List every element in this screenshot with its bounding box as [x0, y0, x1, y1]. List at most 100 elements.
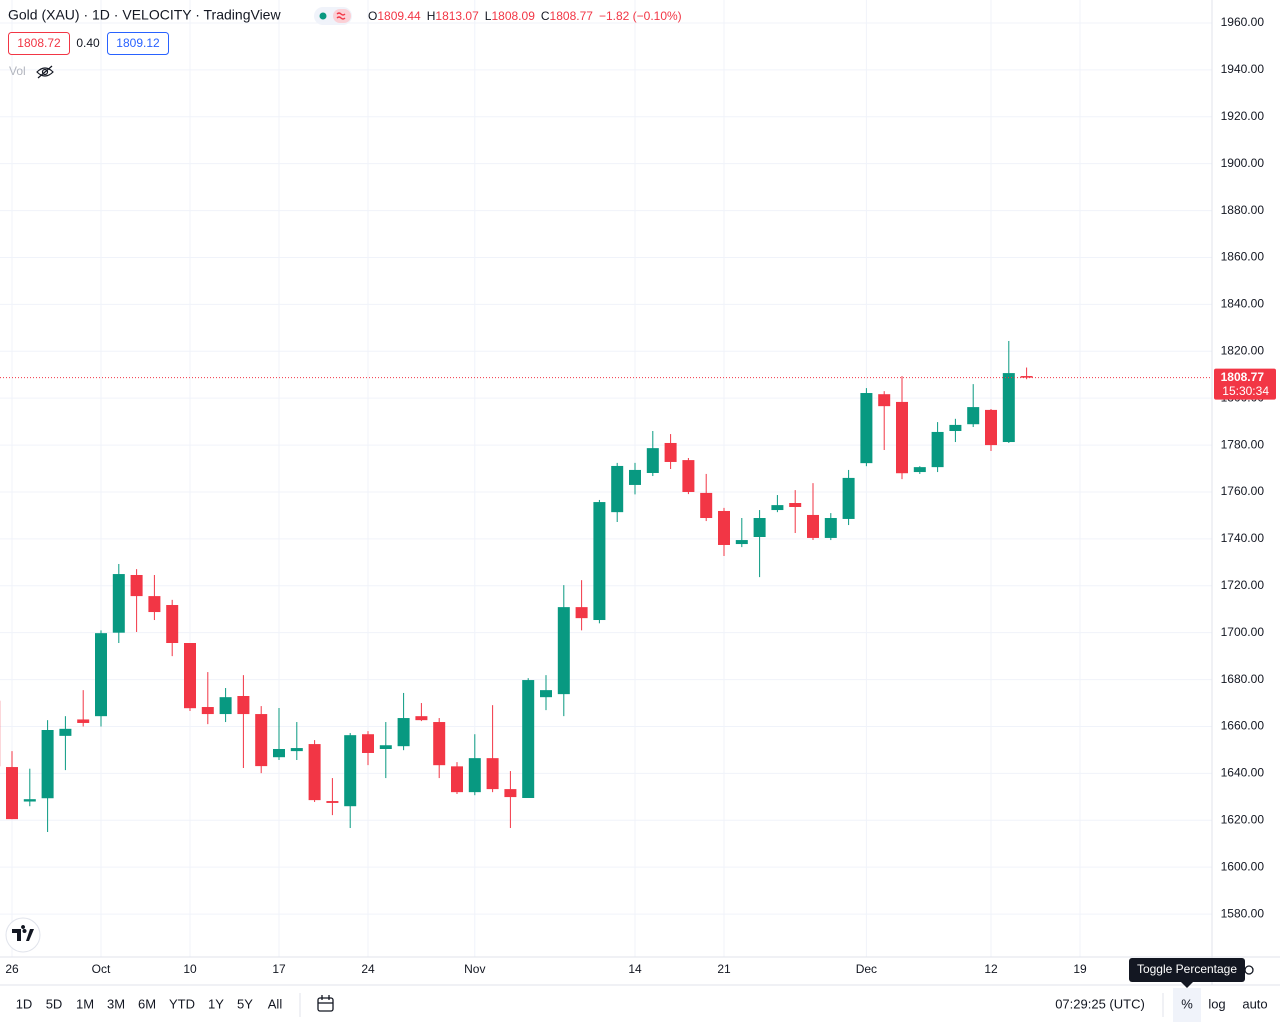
candle-body [201, 707, 214, 715]
clock[interactable]: 07:29:25 (UTC) [1055, 996, 1145, 1011]
y-tick-label: 1900.00 [1221, 156, 1265, 170]
candle-body [593, 502, 606, 621]
candle-body [326, 801, 339, 803]
range-button[interactable]: 1D [16, 996, 33, 1011]
low-value: 1808.09 [491, 9, 535, 23]
candle-body [931, 431, 944, 468]
y-tick-label: 1720.00 [1221, 578, 1265, 592]
candle-body [112, 574, 125, 633]
bid-price[interactable]: 1808.72 [17, 36, 61, 50]
range-button[interactable]: YTD [169, 996, 195, 1011]
open-label: O [368, 9, 377, 23]
range-button[interactable]: 5Y [237, 996, 253, 1011]
candle-body [824, 518, 837, 538]
market-open-dot [319, 12, 327, 20]
x-tick-label: Oct [92, 962, 111, 976]
candle-body [664, 442, 677, 462]
price-axis: 1580.00 1600.00 1620.00 1640.00 1660.00 1680.… [1214, 15, 1276, 920]
candle-body [344, 735, 357, 807]
close-value: 1808.77 [550, 9, 594, 23]
x-tick-label: 26 [5, 962, 19, 976]
candle-body [379, 745, 392, 749]
candle-body [913, 467, 926, 473]
candle-body [273, 748, 285, 758]
y-tick-label: 1960.00 [1221, 15, 1265, 29]
range-button[interactable]: 6M [138, 996, 156, 1011]
y-tick-label: 1880.00 [1221, 203, 1265, 217]
percent-button[interactable]: % [1181, 996, 1193, 1011]
y-tick-label: 1860.00 [1221, 250, 1265, 264]
low-label: L [485, 9, 492, 23]
candle-body [468, 758, 481, 793]
y-tick-label: 1640.00 [1221, 766, 1265, 780]
range-button[interactable]: All [268, 996, 283, 1011]
symbol-title: Gold (XAU) · 1D · VELOCITY · TradingView [8, 7, 281, 23]
x-tick-label: 17 [272, 962, 286, 976]
y-tick-label: 1940.00 [1221, 62, 1265, 76]
candle-body [362, 734, 374, 753]
candle-body [6, 767, 18, 820]
ask-price[interactable]: 1809.12 [116, 36, 160, 50]
y-tick-label: 1840.00 [1221, 297, 1265, 311]
hide-volume-icon[interactable] [36, 65, 54, 79]
candle-body [700, 492, 713, 519]
y-tick-label: 1660.00 [1221, 719, 1265, 733]
tooltip-arrow [1181, 982, 1193, 988]
ohlc-legend: O1809.44 H1813.07 L1808.09 C1808.77 −1.82 (−… [368, 9, 682, 23]
high-label: H [427, 9, 436, 23]
date-range-icon[interactable] [317, 995, 334, 1012]
candle-body [985, 409, 997, 446]
delayed-badge [333, 9, 351, 23]
settings-icon[interactable] [1244, 965, 1254, 975]
candle-body [77, 719, 90, 723]
candle-body [415, 716, 428, 721]
candle-body [308, 744, 321, 801]
candle-body [397, 718, 410, 747]
y-tick-label: 1760.00 [1221, 484, 1265, 498]
x-tick-label: Nov [464, 962, 485, 976]
candle-body [166, 605, 179, 644]
last-price-tag [1214, 368, 1276, 400]
x-tick-label: 24 [361, 962, 375, 976]
close-label: C [541, 9, 550, 23]
x-tick-label: 21 [717, 962, 731, 976]
y-tick-label: 1740.00 [1221, 531, 1265, 545]
x-tick-label: 10 [183, 962, 197, 976]
auto-button[interactable]: auto [1242, 996, 1267, 1011]
sell-box[interactable] [8, 32, 70, 55]
y-tick-label: 1820.00 [1221, 343, 1265, 357]
candle-body [967, 407, 980, 425]
candle-body [184, 643, 196, 709]
tv-logo[interactable] [5, 917, 41, 953]
candle-body [59, 728, 72, 736]
candle-body [789, 503, 802, 507]
candle-body [130, 574, 143, 597]
y-tick-label: 1920.00 [1221, 109, 1265, 123]
range-button[interactable]: 1Y [208, 996, 224, 1011]
candle-body [860, 393, 873, 464]
candle-body [290, 748, 303, 752]
y-tick-label: 1680.00 [1221, 672, 1265, 686]
log-button[interactable]: log [1208, 996, 1225, 1011]
range-button[interactable]: 3M [107, 996, 125, 1011]
candle-body [95, 633, 107, 717]
range-button[interactable]: 5D [46, 996, 63, 1011]
buy-box[interactable] [107, 32, 169, 55]
candle-body [682, 460, 695, 492]
candle-body [255, 714, 268, 767]
candle-body [718, 510, 730, 545]
candle-body [522, 680, 535, 799]
x-tick-label: 12 [984, 962, 998, 976]
candle-body [949, 424, 962, 432]
candle-body [771, 505, 784, 511]
range-buttons: 1D 5D 1M 3M 6M YTD 1Y 5Y All [16, 996, 283, 1011]
volume-label: Vol [9, 64, 26, 78]
range-button[interactable]: 1M [76, 996, 94, 1011]
candle-body [557, 607, 570, 695]
candle-body [735, 540, 748, 545]
spread: 0.40 [76, 36, 100, 50]
y-tick-label: 1700.00 [1221, 625, 1265, 639]
percent-button-bg[interactable] [1173, 988, 1201, 1022]
